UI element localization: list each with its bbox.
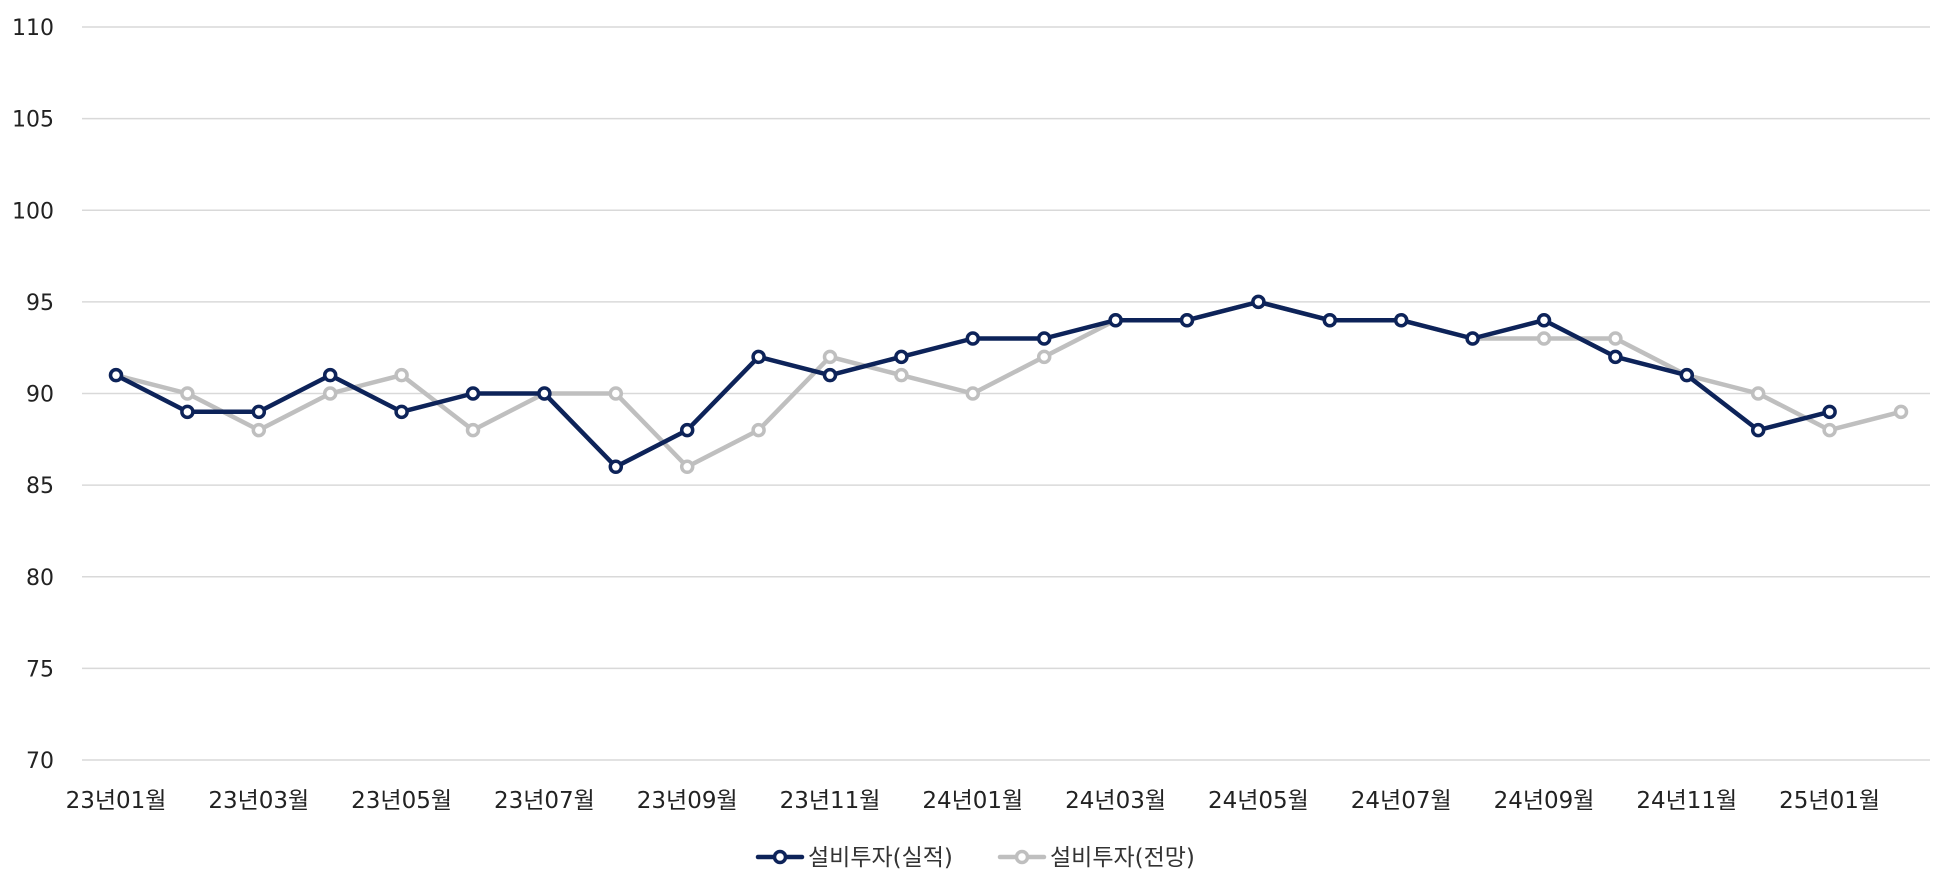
legend-item: 설비투자(전망) [997,845,1195,871]
data-point [1322,312,1338,328]
data-point [322,386,338,401]
data-point [1893,404,1909,420]
data-point [1608,349,1623,365]
data-point [180,404,195,420]
data-point [180,386,195,401]
data-point [1822,422,1837,438]
data-point [1608,331,1623,346]
y-tick-label: 90 [26,383,54,408]
data-point [1750,386,1766,401]
data-point [322,367,338,383]
y-tick-label: 95 [26,291,54,316]
data-point [965,386,981,401]
data-point [822,367,838,383]
data-point [394,367,409,383]
x-tick-label: 23년03월 [208,788,309,814]
x-tick-label: 23년11월 [780,788,881,814]
data-point [608,386,624,401]
x-tick-label: 24년11월 [1636,788,1737,814]
data-point [1750,422,1766,438]
data-point [465,386,481,401]
x-tick-label: 25년01월 [1779,788,1880,814]
data-point [1536,312,1552,328]
data-point [1393,312,1409,328]
data-point [1536,331,1552,346]
data-point [965,331,981,346]
data-point [751,349,766,365]
data-point [679,422,695,438]
data-point [1679,367,1695,383]
y-tick-label: 85 [26,474,54,499]
legend-swatch-marker [772,849,788,865]
y-tick-label: 70 [26,749,54,774]
data-point [1179,312,1195,328]
data-point [751,422,766,438]
x-tick-label: 23년01월 [66,788,167,814]
data-point [1822,404,1837,420]
data-point [1108,312,1123,328]
data-point [679,459,695,475]
data-point [251,404,267,420]
data-point [894,367,909,383]
data-point [1465,331,1480,346]
data-point [108,367,124,383]
data-point [1036,331,1052,346]
data-point [1251,294,1266,310]
y-tick-label: 100 [12,199,54,224]
y-tick-label: 80 [26,566,54,591]
x-tick-label: 23년07월 [494,788,595,814]
x-tick-label: 24년09월 [1494,788,1595,814]
series-layer [108,294,1909,475]
data-point [1036,349,1052,365]
y-tick-label: 110 [12,16,54,41]
series-1 [108,294,1837,475]
series-2 [108,294,1909,475]
data-point [537,386,552,401]
data-point [251,422,267,438]
x-tick-label: 24년03월 [1065,788,1166,814]
y-tick-label: 75 [26,657,54,682]
x-tick-label: 24년07월 [1351,788,1452,814]
legend-item: 설비투자(실적) [755,845,953,871]
legend-swatch-marker [1014,849,1030,865]
data-point [822,349,838,365]
data-point [894,349,909,365]
x-tick-label: 23년09월 [637,788,738,814]
x-tick-label: 24년05월 [1208,788,1309,814]
legend-label: 설비투자(전망) [1050,845,1195,871]
data-point [394,404,409,420]
data-point [465,422,481,438]
series-line [113,299,1904,470]
x-tick-label: 23년05월 [351,788,452,814]
x-axis-tick-labels: 23년01월 23년03월 23년05월 23년07월 23년09월 23년11월 24년0… [66,788,1880,814]
y-tick-label: 105 [12,108,54,133]
legend-label: 설비투자(실적) [808,845,953,871]
y-axis-tick-labels: 70 75 80 85 90 95 100 105 110 [12,16,54,774]
gridlines [82,26,1930,761]
legend: 설비투자(실적) 설비투자(전망) [755,845,1195,871]
x-tick-label: 24년01월 [922,788,1023,814]
data-point [608,459,624,475]
